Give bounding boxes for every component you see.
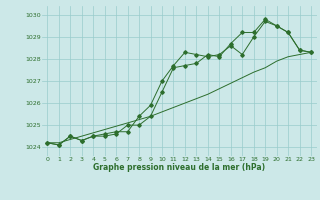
X-axis label: Graphe pression niveau de la mer (hPa): Graphe pression niveau de la mer (hPa) [93, 163, 265, 172]
